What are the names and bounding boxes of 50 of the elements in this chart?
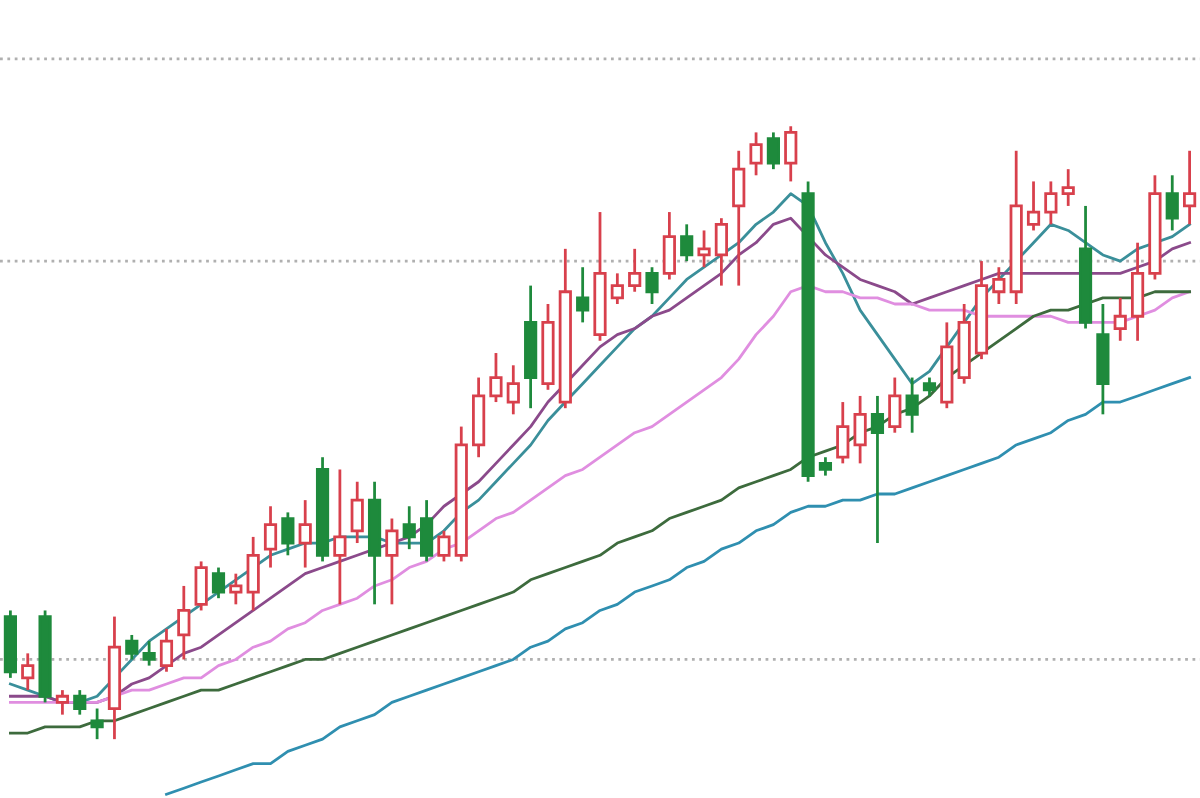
candlestick [732,149,746,287]
candlestick [905,376,919,435]
candlestick [645,265,659,306]
candlestick [333,468,347,606]
candlestick [853,394,867,465]
candlestick [680,222,694,263]
candlestick [1165,173,1179,232]
candlestick [576,265,590,324]
candlestick [1026,180,1041,232]
candlestick [506,363,520,416]
candlestick [870,394,885,545]
candlestick [818,455,833,477]
candlestick [836,400,850,465]
candlestick [1183,149,1197,226]
candlestick [662,210,676,281]
candlestick [73,688,87,717]
candlestick [766,131,780,171]
candlestick [350,480,364,545]
candlestick [402,504,416,551]
candlestick [177,584,191,661]
candlestick [628,247,642,294]
candlestick [992,265,1006,306]
candlestick [159,627,174,674]
candlestick [281,511,295,557]
candlestick [888,376,902,435]
candlestick [714,216,728,287]
candlestick [749,131,763,177]
candlestick [125,633,139,661]
candlestick [1044,180,1058,226]
candlestick [437,529,451,563]
candlestick [385,517,399,606]
candlestick [246,535,260,612]
candlestick [610,271,624,306]
candlestick [1130,241,1145,343]
candlestick [229,572,243,606]
candlestick [211,566,226,600]
candlestick [90,707,104,741]
candlestick [1113,296,1127,343]
candlestick [263,504,278,569]
candlestick [489,351,503,404]
candlestick [420,498,434,563]
candlestick [697,229,711,269]
candlestick [922,376,937,398]
candlestick [21,651,35,692]
candlestick [194,560,208,612]
candlestick [55,688,70,717]
candlestick [298,498,312,569]
candlestick [142,639,156,667]
candlestick [1061,167,1075,208]
candlestick [784,124,798,183]
